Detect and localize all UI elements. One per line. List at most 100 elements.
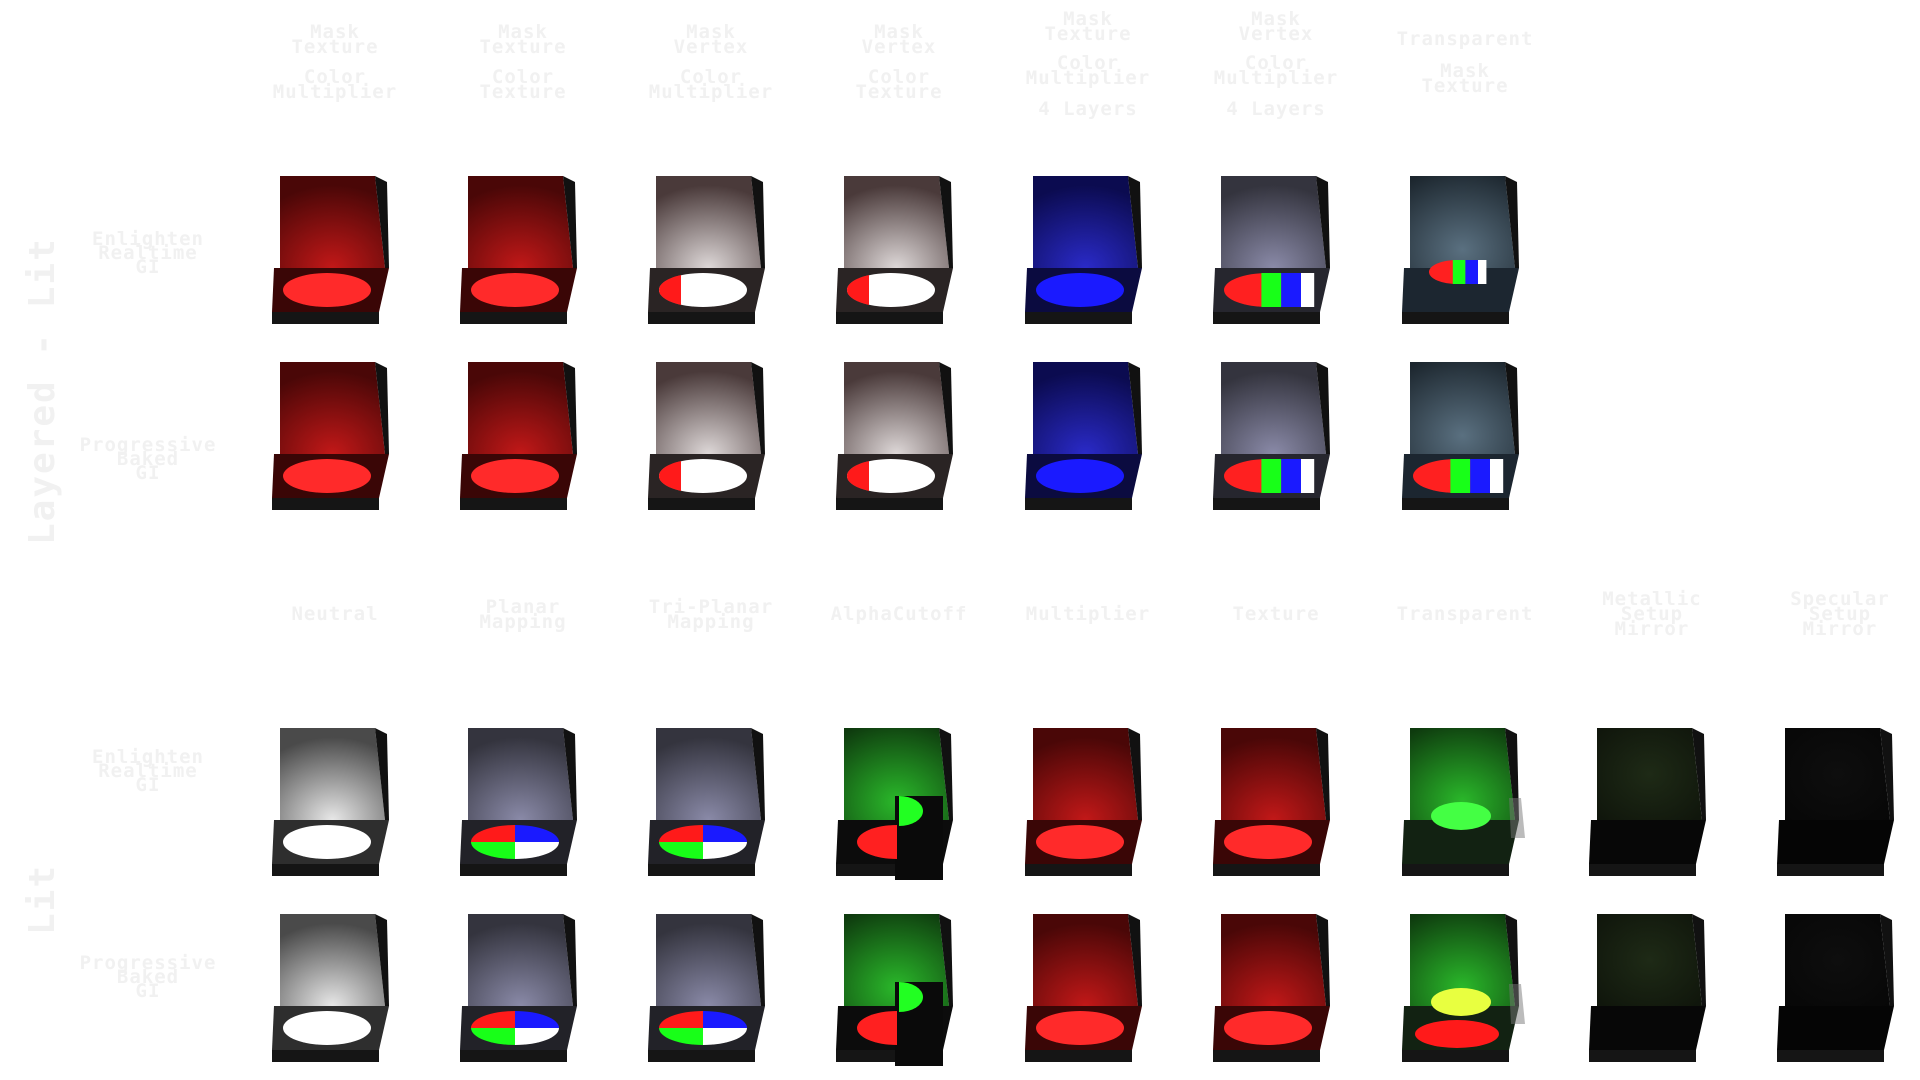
front-ledge (1025, 864, 1132, 876)
disc-red-quadrant (471, 1011, 515, 1028)
disc-red-segment (658, 461, 681, 491)
lit-tile-r1-c8 (1589, 728, 1706, 876)
layered-tile-r2-c6 (1213, 362, 1330, 510)
light-disc (283, 825, 371, 859)
front-ledge (1213, 498, 1320, 510)
back-wall (1410, 176, 1515, 268)
layered-col-header-5-line3: 4 Layers (1038, 98, 1138, 120)
back-wall (1033, 362, 1138, 454)
back-wall (1410, 728, 1515, 820)
side-wall (1316, 914, 1330, 1006)
front-ledge (460, 864, 567, 876)
lit-tile-r2-c1 (272, 914, 389, 1062)
light-disc (1431, 802, 1491, 830)
side-wall (1316, 362, 1330, 454)
back-wall (1597, 728, 1702, 820)
lit-tile-r2-c8 (1589, 914, 1706, 1062)
layered-col-header-7-line1: Transparent (1396, 28, 1534, 50)
back-wall (656, 176, 761, 268)
lit-tile-r2-c7 (1402, 914, 1525, 1062)
disc-green-stripe (1450, 459, 1471, 493)
side-wall (375, 914, 389, 1006)
back-wall (844, 362, 949, 454)
lit-tile-r1-c3 (648, 728, 765, 876)
disc-green-quadrant (659, 1028, 703, 1045)
disc-white-stripe (1478, 260, 1487, 284)
side-wall (1692, 914, 1706, 1006)
lit-tile-r1-c4 (836, 728, 953, 880)
disc-green-half (899, 982, 923, 1012)
front-ledge (1025, 312, 1132, 324)
front-ledge (1402, 864, 1509, 876)
layered-tile-r2-c3 (648, 362, 765, 510)
front-ledge (1025, 498, 1132, 510)
lit-tile-r1-c5 (1025, 728, 1142, 876)
lit-tile-r1-c2 (460, 728, 577, 876)
back-wall (1410, 914, 1515, 1006)
light-disc (1036, 825, 1124, 859)
front-ledge (1777, 1050, 1884, 1062)
layered-col-header-6-line3: 4 Layers (1226, 98, 1326, 120)
side-wall (1505, 728, 1519, 820)
side-wall (563, 728, 577, 820)
side-wall (1880, 914, 1894, 1006)
layered-tile-r1-c5 (1025, 176, 1142, 324)
side-wall (1316, 728, 1330, 820)
back-wall (280, 914, 385, 1006)
disc-blue-stripe (1470, 459, 1490, 493)
side-wall (1128, 728, 1142, 820)
floor (1777, 1006, 1894, 1050)
lit-col-header-8: Metallic Setup Mirror (1602, 588, 1702, 640)
lit-tile-r2-c3 (648, 914, 765, 1062)
back-wall (280, 728, 385, 820)
disc-blue-stripe (1281, 459, 1301, 493)
disc-red-reflection (1415, 1020, 1499, 1048)
back-wall (1597, 914, 1702, 1006)
lit-tile-r1-c6 (1213, 728, 1330, 876)
side-wall (1505, 914, 1519, 1006)
disc-red-segment (846, 275, 869, 305)
back-wall (1221, 914, 1326, 1006)
layered-tile-r1-c7 (1402, 176, 1519, 324)
disc-red-quadrant (471, 825, 515, 842)
front-ledge (1589, 864, 1696, 876)
layered-tile-r1-c2 (460, 176, 577, 324)
light-disc (1431, 988, 1491, 1016)
side-wall (751, 362, 765, 454)
side-wall (1128, 362, 1142, 454)
floor (1402, 268, 1519, 312)
layered-tile-r2-c5 (1025, 362, 1142, 510)
side-wall (1505, 176, 1519, 268)
disc-green-quadrant (471, 842, 515, 859)
front-ledge (648, 1050, 755, 1062)
layered-tile-r2-c7 (1402, 362, 1519, 510)
side-wall (1316, 176, 1330, 268)
disc-red-segment (658, 275, 681, 305)
side-wall (1880, 728, 1894, 820)
disc-white-stripe (1301, 459, 1315, 493)
side-wall (563, 176, 577, 268)
disc-white-stripe (1301, 273, 1315, 307)
light-disc (283, 1011, 371, 1045)
layered-col-header-5-line1: Mask Texture (1044, 8, 1132, 45)
lit-row-label-2: Progressive Baked GI (79, 952, 217, 1002)
floor (1589, 1006, 1706, 1050)
side-wall (375, 176, 389, 268)
light-disc (471, 459, 559, 493)
side-wall (939, 176, 953, 268)
front-ledge (836, 312, 943, 324)
front-ledge (1213, 864, 1320, 876)
lit-tile-r2-c4 (836, 914, 953, 1066)
light-disc (471, 273, 559, 307)
lit-tile-r2-c2 (460, 914, 577, 1062)
disc-green-stripe (1261, 459, 1282, 493)
front-ledge (1777, 864, 1884, 876)
back-wall (656, 362, 761, 454)
back-wall (1410, 362, 1515, 454)
front-ledge (1402, 312, 1509, 324)
side-wall (751, 176, 765, 268)
lit-col-header-6: Texture (1232, 603, 1320, 625)
lit-col-header-3: Tri-Planar Mapping (648, 596, 774, 633)
front-ledge (836, 498, 943, 510)
